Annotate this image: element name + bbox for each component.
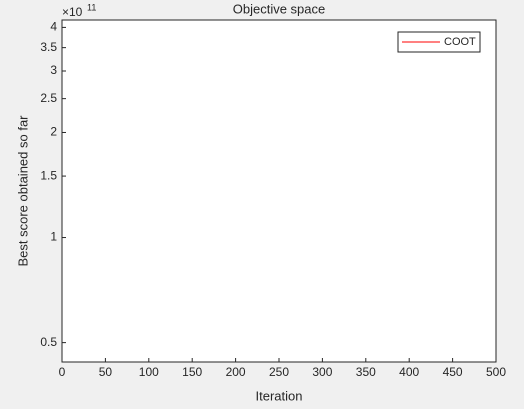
y-tick-label: 1.5: [40, 168, 57, 182]
y-tick-label: 2: [50, 125, 57, 139]
x-tick-label: 150: [182, 365, 202, 379]
x-tick-label: 200: [226, 365, 246, 379]
x-tick-label: 100: [139, 365, 159, 379]
y-multiplier-base: ×10: [62, 5, 83, 19]
y-tick-label: 0.5: [40, 335, 57, 349]
y-multiplier-exponent: 11: [87, 2, 96, 12]
x-tick-label: 350: [356, 365, 376, 379]
x-tick-label: 450: [443, 365, 463, 379]
y-tick-label: 3.5: [40, 40, 57, 54]
y-tick-label: 2.5: [40, 91, 57, 105]
x-tick-label: 400: [399, 365, 419, 379]
x-tick-label: 250: [269, 365, 289, 379]
legend-label: COOT: [444, 36, 476, 48]
y-tick-label: 3: [50, 63, 57, 77]
x-tick-label: 500: [486, 365, 506, 379]
x-tick-label: 300: [312, 365, 332, 379]
y-tick-label: 1: [50, 230, 57, 244]
plot-area: [62, 20, 496, 362]
x-tick-label: 0: [59, 365, 66, 379]
x-tick-label: 50: [99, 365, 113, 379]
y-tick-label: 4: [50, 20, 57, 34]
y-axis-label: Best score obtained so far: [15, 115, 30, 267]
x-axis-label: Iteration: [256, 388, 303, 403]
chart-title: Objective space: [233, 1, 326, 16]
